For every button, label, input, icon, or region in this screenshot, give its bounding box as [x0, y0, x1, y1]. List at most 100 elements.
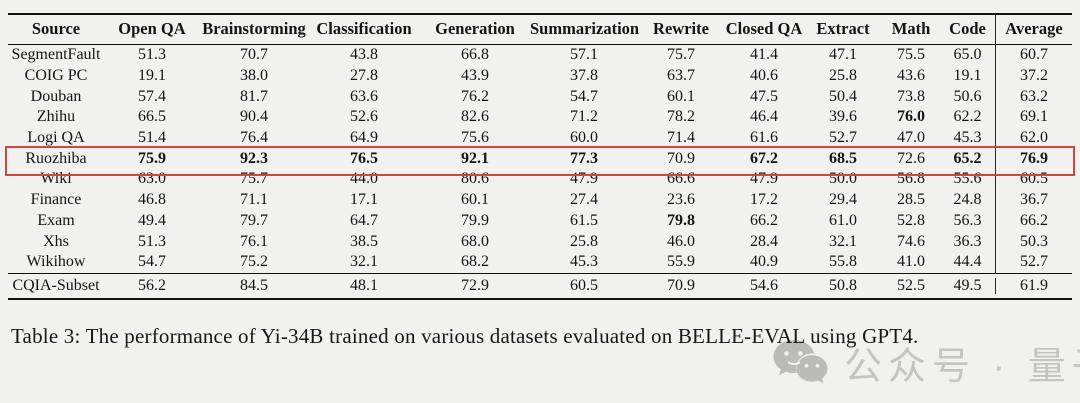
table-cell: 61.5	[570, 211, 598, 229]
table-cell: 24.8	[953, 191, 982, 209]
table-row-douban: Douban 57.4 81.7 63.6 76.2 54.7 60.1 47.5 50.4 73…	[8, 86, 1072, 108]
table-cell: 66.5	[138, 108, 166, 126]
table-cell: 75.9	[138, 149, 166, 167]
table-cell: 60.7	[995, 45, 1072, 66]
table-row-wiki: Wiki 63.0 75.7 44.0 80.6 47.9 66.6 47.9 50.0 56.8…	[8, 169, 1072, 190]
table-cell: 54.6	[750, 276, 778, 294]
table-cell: 19.1	[953, 67, 982, 85]
table-cell: 54.7	[138, 253, 166, 271]
table-cell: 71.1	[240, 191, 268, 209]
table-cell: 25.8	[570, 232, 598, 250]
table-cell: 36.3	[953, 232, 982, 250]
table-cell: 57.4	[138, 87, 166, 105]
table-row-logi-qa: Logi QA 51.4 76.4 64.9 75.6 60.0 71.4 61.6 52.7 4…	[8, 127, 1072, 149]
table-cell: 47.0	[897, 129, 925, 147]
table-cell: 75.2	[240, 253, 268, 271]
table-cell: 23.6	[667, 191, 695, 209]
table-cell: 52.6	[350, 108, 378, 126]
column-header: Generation	[435, 19, 515, 39]
column-header: Math	[891, 19, 931, 39]
table-cell: 52.5	[897, 276, 925, 294]
table-cell: 76.4	[240, 129, 268, 147]
table-cell: 68.2	[461, 253, 489, 271]
table-footer-row: CQIA-Subset 56.2 84.5 48.1 72.9 60.5 70.9 54.6 5…	[8, 272, 1072, 298]
table-cell: 60.1	[461, 191, 489, 209]
table-cell: 66.6	[667, 170, 695, 188]
table-cell: 17.1	[350, 191, 378, 209]
table-cell: 62.2	[953, 108, 982, 126]
table-cell: 76.5	[350, 149, 378, 167]
table-cell: 66.2	[750, 211, 778, 229]
table-cell: 76.0	[897, 108, 925, 126]
table-cell: 92.1	[461, 149, 489, 167]
table-cell: 56.3	[953, 211, 982, 229]
table-cell: 36.7	[995, 189, 1072, 211]
table-cell: 71.4	[667, 129, 695, 147]
table-cell: 74.6	[897, 232, 925, 250]
table-cell: 67.2	[750, 149, 778, 167]
table-cell: 55.6	[953, 170, 982, 188]
table-cell: 62.0	[995, 127, 1072, 149]
table-cell: 84.5	[240, 276, 268, 294]
table-cell: 28.4	[750, 232, 778, 250]
table-cell: 40.9	[750, 253, 778, 271]
table-cell: 72.9	[461, 276, 489, 294]
row-source-label: COIG PC	[24, 67, 88, 85]
table-cell: 49.4	[138, 211, 166, 229]
table-cell: 76.9	[995, 148, 1072, 170]
row-source-label: Logi QA	[27, 129, 85, 147]
table-cell: 56.8	[897, 170, 925, 188]
table-cell: 75.5	[897, 46, 925, 64]
table-cell: 50.8	[829, 276, 857, 294]
table-cell: 72.6	[897, 149, 925, 167]
table-cell: 63.2	[995, 86, 1072, 108]
table-cell: 60.0	[570, 129, 598, 147]
table-cell: 19.1	[138, 67, 166, 85]
table-cell: 61.0	[829, 211, 857, 229]
table-cell: 28.5	[897, 191, 925, 209]
table-cell: 55.8	[829, 253, 857, 271]
table-body: SegmentFault 51.3 70.7 43.8 66.8 57.1 75.7 41.4…	[8, 45, 1072, 273]
table-cell: 65.2	[953, 149, 982, 167]
table-cell: 75.6	[461, 129, 489, 147]
table-row-finance: Finance 46.8 71.1 17.1 60.1 27.4 23.6 17.2 29.4 2…	[8, 189, 1072, 211]
table-cell: 27.8	[350, 67, 378, 85]
watermark-text: 公众号 · 量子位	[844, 345, 1080, 388]
table-cell: 63.0	[138, 170, 166, 188]
table-cell: 43.9	[461, 67, 489, 85]
row-source-label: SegmentFault	[11, 46, 101, 64]
column-header: Average	[995, 15, 1072, 44]
table-cell: 50.4	[829, 87, 857, 105]
row-source-label: Finance	[30, 191, 82, 209]
row-source-label: Exam	[37, 211, 75, 229]
table-cell: 68.5	[829, 149, 857, 167]
wechat-icon	[773, 340, 828, 384]
table-cell: 63.6	[350, 87, 378, 105]
table-cell: 38.5	[350, 232, 378, 250]
table-row-xhs: Xhs 51.3 76.1 38.5 68.0 25.8 46.0 28.4 32.1 74.6 3…	[8, 231, 1072, 252]
column-header: Rewrite	[653, 19, 709, 39]
table-cell: 47.1	[829, 46, 857, 64]
table-cell: 70.7	[240, 46, 268, 64]
table-row-coig-pc: COIG PC 19.1 38.0 27.8 43.9 37.8 63.7 40.6 25.8 4…	[8, 65, 1072, 87]
table-row-ruozhiba: Ruozhiba 75.9 92.3 76.5 92.1 77.3 70.9 67.2 68.5…	[8, 148, 1072, 170]
column-header: Source	[31, 19, 81, 39]
row-source-label: Xhs	[43, 232, 69, 250]
table-cell: 69.1	[995, 107, 1072, 128]
table-cell: 17.2	[750, 191, 778, 209]
table-cell: 32.1	[350, 253, 378, 271]
table-cell: 44.0	[350, 170, 378, 188]
table-cell: 75.7	[667, 46, 695, 64]
row-source-label: Wiki	[40, 170, 72, 188]
table-cell: 61.9	[995, 277, 1072, 294]
table-cell: 51.3	[138, 46, 166, 64]
table-cell: 57.1	[570, 46, 598, 64]
table-cell: 60.5	[570, 276, 598, 294]
table-cell: 81.7	[240, 87, 268, 105]
table-cell: 76.2	[461, 87, 489, 105]
table-cell: 25.8	[829, 67, 857, 85]
table-cell: 61.6	[750, 129, 778, 147]
table-cell: 70.9	[667, 149, 695, 167]
table-cell: 50.6	[953, 87, 982, 105]
results-table: Source Open QA Brainstorming Classification…	[5, 13, 1075, 300]
